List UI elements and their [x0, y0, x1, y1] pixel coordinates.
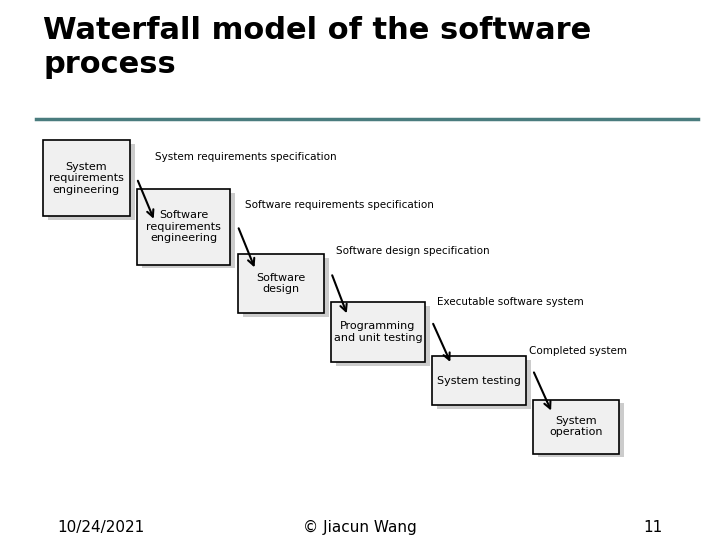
FancyBboxPatch shape	[238, 254, 324, 313]
Text: Completed system: Completed system	[529, 346, 627, 356]
Text: Waterfall model of the software
process: Waterfall model of the software process	[43, 16, 591, 79]
Text: Programming
and unit testing: Programming and unit testing	[333, 321, 423, 343]
Text: Executable software system: Executable software system	[437, 296, 584, 307]
Text: © Jiacun Wang: © Jiacun Wang	[303, 519, 417, 535]
FancyBboxPatch shape	[336, 306, 430, 366]
FancyBboxPatch shape	[432, 356, 526, 405]
FancyBboxPatch shape	[43, 140, 130, 216]
FancyBboxPatch shape	[538, 403, 624, 457]
Text: Software design specification: Software design specification	[336, 246, 490, 256]
FancyBboxPatch shape	[137, 189, 230, 265]
Text: System testing: System testing	[437, 376, 521, 386]
Text: System
requirements
engineering: System requirements engineering	[49, 161, 124, 195]
FancyBboxPatch shape	[243, 258, 329, 317]
FancyBboxPatch shape	[48, 144, 135, 220]
FancyBboxPatch shape	[331, 302, 425, 362]
Text: Software requirements specification: Software requirements specification	[245, 199, 433, 210]
FancyBboxPatch shape	[142, 193, 235, 268]
FancyBboxPatch shape	[437, 360, 531, 409]
Text: Software
design: Software design	[256, 273, 305, 294]
FancyBboxPatch shape	[533, 400, 619, 454]
Text: 10/24/2021: 10/24/2021	[58, 519, 145, 535]
Text: Software
requirements
engineering: Software requirements engineering	[146, 210, 221, 244]
Text: 11: 11	[643, 519, 662, 535]
Text: System
operation: System operation	[549, 416, 603, 437]
Text: System requirements specification: System requirements specification	[155, 152, 336, 162]
